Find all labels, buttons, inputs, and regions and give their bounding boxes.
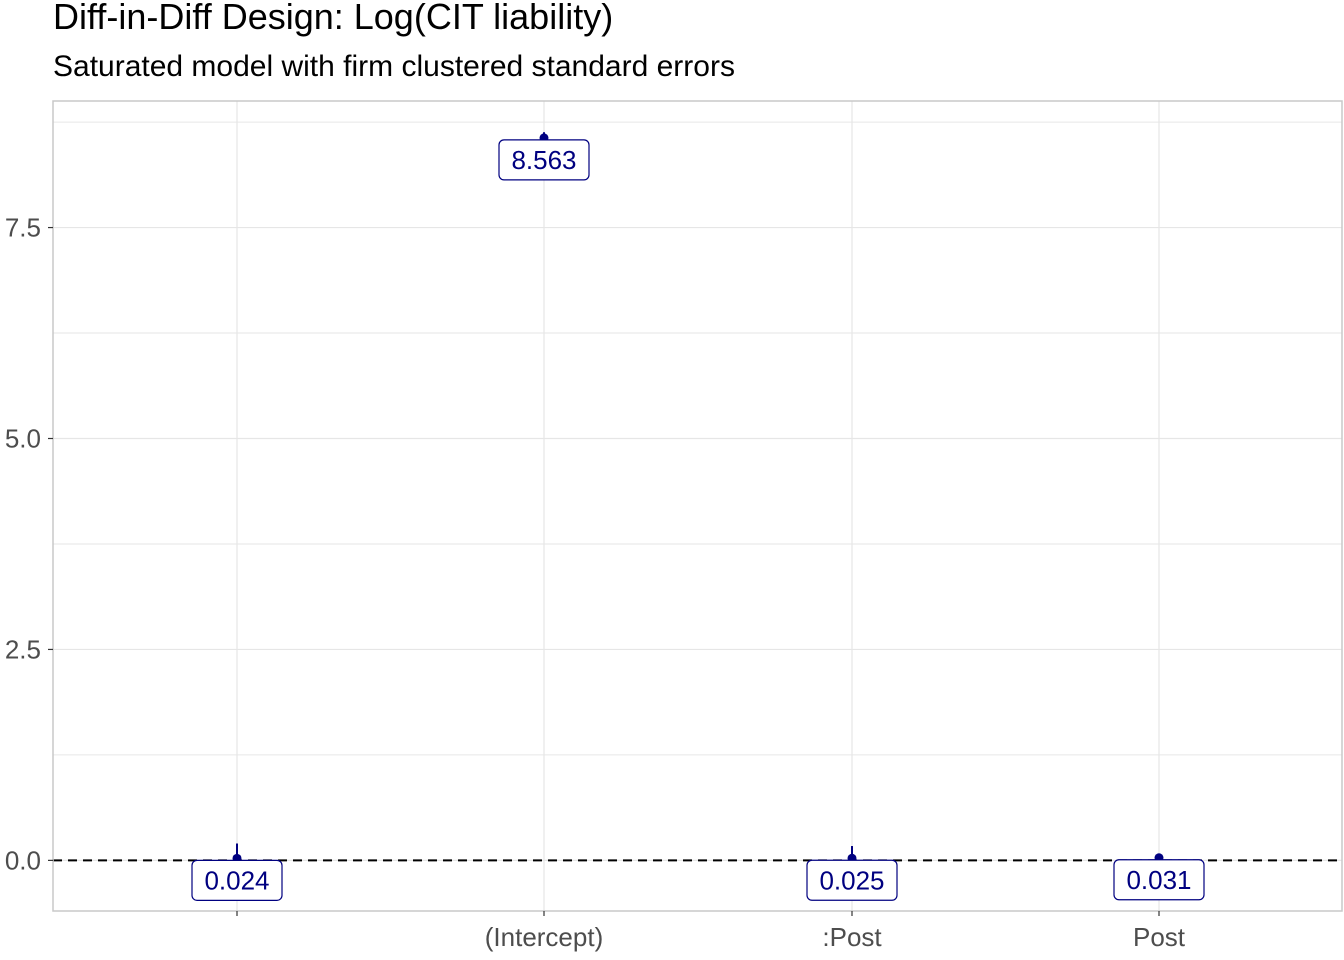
chart-title: Diff-in-Diff Design: Log(CIT liability) <box>53 0 614 37</box>
x-tick-label: (Intercept) <box>485 922 604 952</box>
chart-subtitle: Saturated model with firm clustered stan… <box>53 50 735 83</box>
minor-gridlines <box>53 121 1342 756</box>
data-label-box <box>1113 859 1205 901</box>
coefficient-marks: 0.024 8.563 0.025 0.031 <box>191 132 1205 901</box>
y-axis: 0.0 2.5 5.0 7.5 <box>5 213 53 875</box>
x-tick-label: Post <box>1133 922 1186 952</box>
panel-border <box>52 100 1343 912</box>
data-label: 8.563 <box>511 145 576 175</box>
panel-background <box>53 101 1342 911</box>
data-label: 0.024 <box>204 865 269 895</box>
y-tick-label: 5.0 <box>5 424 41 454</box>
data-label-box <box>498 139 590 181</box>
y-tick-label: 0.0 <box>5 845 41 875</box>
data-label-box <box>191 859 283 901</box>
x-tick-label: :Post <box>822 922 882 952</box>
x-axis: (Intercept) :Post Post <box>236 911 1186 952</box>
data-label-box <box>806 859 898 901</box>
data-label: 0.025 <box>819 865 884 895</box>
y-tick-label: 7.5 <box>5 213 41 243</box>
y-tick-label: 2.5 <box>5 634 41 664</box>
data-label: 0.031 <box>1126 865 1191 895</box>
